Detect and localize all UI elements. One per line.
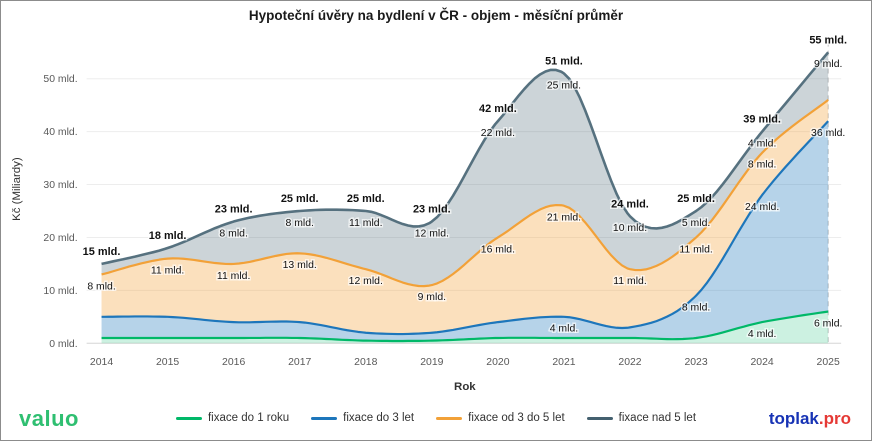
x-tick-label: 2016 — [222, 357, 245, 368]
point-label-2024-blue: 24 mld. — [745, 202, 779, 213]
toplak-text: toplak — [768, 409, 819, 428]
legend-label: fixace do 3 let — [343, 412, 415, 424]
point-label-2024-green: 4 mld. — [748, 329, 776, 340]
chart-canvas: 0 mld. 10 mld. 20 mld. 30 mld. 40 mld. 50 mld… — [11, 33, 849, 393]
x-tick-label: 2014 — [90, 357, 113, 368]
x-tick-label: 2022 — [618, 357, 641, 368]
point-label-2017-gray: 8 mld. — [285, 218, 313, 229]
point-label-2017-total: 25 mld. — [281, 193, 319, 205]
point-label-2021-gray: 25 mld. — [547, 80, 581, 91]
point-label-2018-gray: 11 mld. — [349, 218, 382, 229]
line-fixace-nad-5-let — [101, 51, 830, 266]
point-label-2016-orange: 11 mld. — [217, 271, 250, 282]
legend-item-fixace-od-3-do-5-let[interactable]: fixace od 3 do 5 let — [436, 412, 565, 424]
point-label-2020-gray: 22 mld. — [481, 128, 515, 139]
y-tick-label: 30 mld. — [43, 180, 77, 191]
point-label-2015-total: 18 mld. — [149, 230, 187, 242]
area-fixace-do-3-let — [101, 121, 829, 342]
point-label-2016-gray: 8 mld. — [219, 229, 247, 240]
y-tick-label: 40 mld. — [43, 127, 77, 138]
x-tick-label: 2015 — [156, 357, 179, 368]
point-label-2016-total: 23 mld. — [215, 204, 253, 216]
point-label-2021-orange: 21 mld. — [547, 213, 581, 224]
x-axis-title: Rok — [454, 381, 476, 393]
point-label-2018-orange: 12 mld. — [349, 276, 383, 287]
point-label-2023-blue: 8 mld. — [682, 303, 710, 314]
toplak-pro-text: .pro — [818, 409, 851, 428]
point-label-2019-total: 23 mld. — [413, 204, 451, 216]
point-label-2020-total: 42 mld. — [479, 103, 517, 115]
legend-item-fixace-do-3-let[interactable]: fixace do 3 let — [311, 412, 414, 424]
x-tick-label: 2023 — [684, 357, 707, 368]
point-label-2019-gray: 12 mld. — [415, 229, 449, 240]
chart-title: Hypoteční úvěry na bydlení v ČR - objem … — [248, 8, 624, 23]
legend-swatch-green — [175, 416, 202, 420]
chart-legend: fixace do 1 roku fixace do 3 let fixace … — [175, 412, 697, 424]
x-tick-label: 2019 — [420, 357, 443, 368]
area-fixace-od-3-do-5-let — [101, 99, 829, 335]
legend-swatch-orange — [436, 416, 463, 420]
y-tick-label: 50 mld. — [43, 74, 77, 85]
y-tick-label: 10 mld. — [43, 286, 77, 297]
y-axis-title: Kč (Miliardy) — [11, 157, 23, 221]
legend-label: fixace nad 5 let — [618, 412, 697, 424]
footer: valuo fixace do 1 roku fixace do 3 let f… — [1, 404, 871, 432]
valuo-logo[interactable]: valuo — [19, 406, 79, 431]
point-label-2014-total: 15 mld. — [83, 246, 121, 258]
toplak-logo[interactable]: toplak.pro — [769, 409, 851, 429]
point-label-2021-blue: 4 mld. — [550, 324, 578, 335]
x-tick-label: 2017 — [288, 357, 311, 368]
line-fixace-do-1-roku — [101, 310, 829, 343]
point-label-2020-orange: 16 mld. — [481, 244, 515, 255]
point-label-2025-green: 6 mld. — [814, 318, 842, 329]
point-label-2025-blue: 36 mld. — [811, 128, 845, 139]
x-tick-label: 2020 — [486, 357, 509, 368]
point-label-2025-total: 55 mld. — [809, 34, 847, 46]
legend-swatch-gray — [586, 416, 613, 420]
point-label-2019-orange: 9 mld. — [418, 292, 446, 303]
legend-swatch-blue — [311, 416, 338, 420]
point-label-2024-orange: 8 mld. — [748, 160, 776, 171]
legend-item-fixace-do-1-roku[interactable]: fixace do 1 roku — [175, 412, 290, 424]
point-label-2015-orange: 11 mld. — [151, 266, 184, 277]
x-tick-label: 2024 — [751, 357, 774, 368]
point-label-2017-orange: 13 mld. — [283, 260, 317, 271]
point-label-2014-orange: 8 mld. — [87, 281, 115, 292]
area-fixace-do-1-roku — [101, 311, 829, 344]
line-fixace-od-3-do-5-let — [101, 99, 829, 288]
legend-label: fixace do 1 roku — [207, 412, 290, 424]
point-label-2021-total: 51 mld. — [545, 55, 583, 67]
point-label-2023-gray: 5 mld. — [682, 218, 710, 229]
y-tick-label: 0 mld. — [49, 339, 77, 350]
point-label-2022-total: 24 mld. — [611, 198, 649, 210]
point-label-2024-total: 39 mld. — [743, 114, 781, 126]
x-tick-label: 2018 — [354, 357, 377, 368]
legend-label: fixace od 3 do 5 let — [468, 412, 565, 424]
point-label-2022-gray: 10 mld. — [613, 223, 647, 234]
x-tick-label: 2021 — [552, 357, 575, 368]
y-tick-label: 20 mld. — [43, 233, 77, 244]
point-label-2023-total: 25 mld. — [677, 193, 715, 205]
legend-item-fixace-nad-5-let[interactable]: fixace nad 5 let — [586, 412, 697, 424]
point-label-2025-gray: 9 mld. — [814, 59, 842, 70]
point-label-2024-gray: 4 mld. — [748, 139, 776, 150]
point-label-2018-total: 25 mld. — [347, 193, 385, 205]
x-tick-label: 2025 — [817, 357, 840, 368]
point-label-2023-orange: 11 mld. — [679, 244, 712, 255]
point-label-2022-orange: 11 mld. — [613, 276, 646, 287]
line-fixace-do-3-let — [101, 120, 829, 336]
